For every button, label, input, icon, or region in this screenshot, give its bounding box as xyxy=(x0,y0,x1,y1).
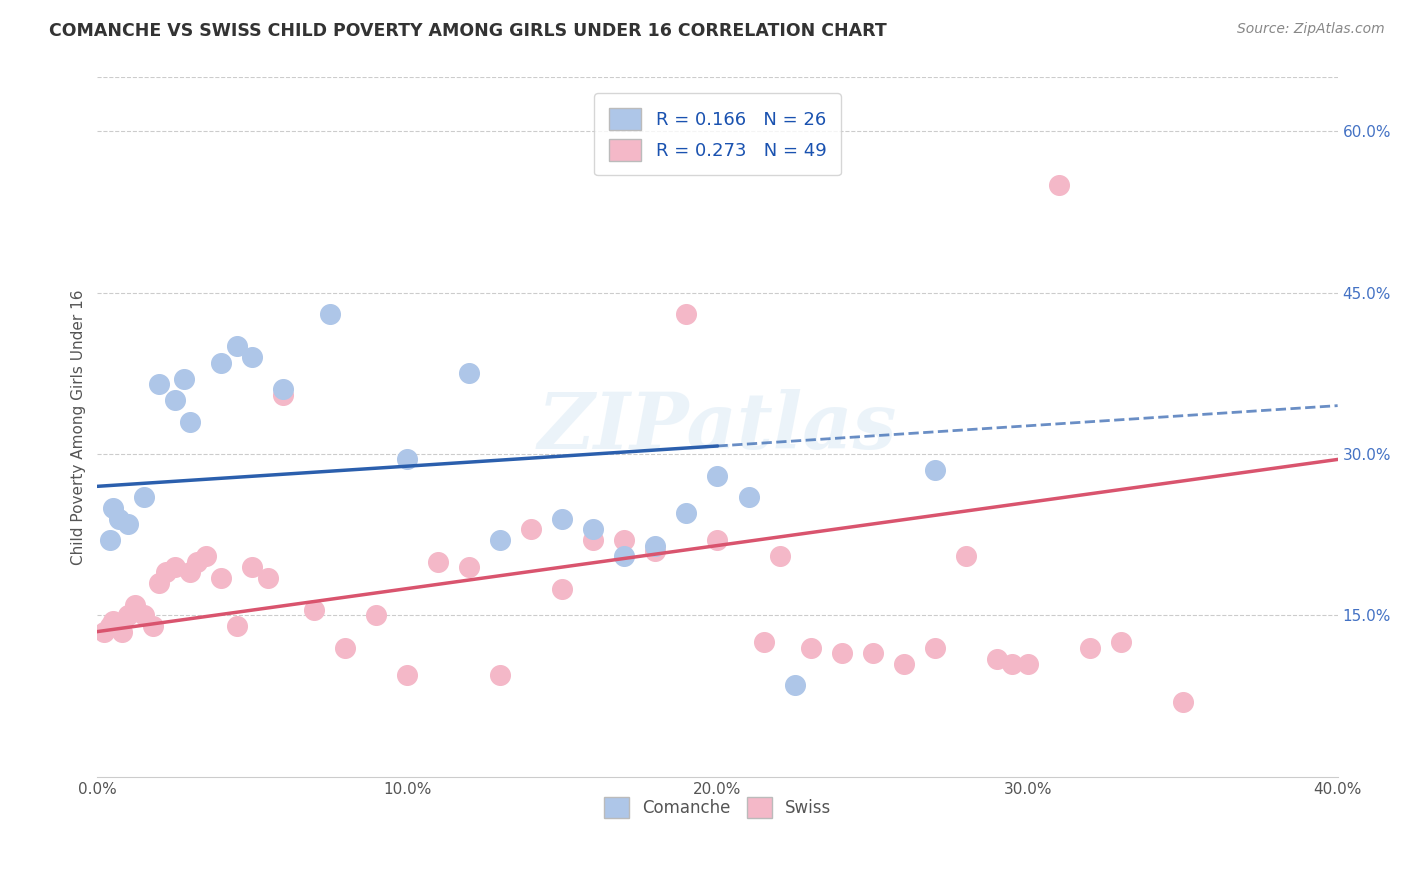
Point xyxy=(986,651,1008,665)
Point xyxy=(644,544,666,558)
Point xyxy=(582,522,605,536)
Point xyxy=(242,560,264,574)
Point xyxy=(225,339,247,353)
Point xyxy=(98,533,121,548)
Point xyxy=(644,539,666,553)
Point xyxy=(1171,694,1194,708)
Point xyxy=(737,490,759,504)
Point xyxy=(142,619,165,633)
Point xyxy=(831,646,853,660)
Point xyxy=(1017,657,1039,671)
Point xyxy=(104,619,127,633)
Point xyxy=(675,506,697,520)
Point xyxy=(396,667,419,681)
Point xyxy=(366,608,388,623)
Point xyxy=(111,624,134,639)
Point xyxy=(551,582,574,596)
Point xyxy=(93,624,115,639)
Point xyxy=(163,393,186,408)
Point xyxy=(489,533,512,548)
Point xyxy=(319,307,342,321)
Point xyxy=(148,377,170,392)
Point xyxy=(148,576,170,591)
Point xyxy=(783,678,806,692)
Point xyxy=(458,560,481,574)
Point xyxy=(752,635,775,649)
Point xyxy=(427,555,450,569)
Point xyxy=(124,598,146,612)
Point xyxy=(304,603,326,617)
Point xyxy=(613,533,636,548)
Point xyxy=(706,468,728,483)
Point xyxy=(209,571,232,585)
Point xyxy=(706,533,728,548)
Point xyxy=(520,522,543,536)
Point xyxy=(955,549,977,564)
Point xyxy=(799,640,821,655)
Point xyxy=(132,608,155,623)
Point xyxy=(551,511,574,525)
Point xyxy=(675,307,697,321)
Point xyxy=(108,511,131,525)
Point xyxy=(179,566,201,580)
Point xyxy=(186,555,208,569)
Legend: Comanche, Swiss: Comanche, Swiss xyxy=(598,791,838,824)
Point xyxy=(98,619,121,633)
Point xyxy=(179,415,201,429)
Point xyxy=(893,657,915,671)
Point xyxy=(489,667,512,681)
Point xyxy=(257,571,280,585)
Point xyxy=(768,549,790,564)
Point xyxy=(225,619,247,633)
Point xyxy=(396,452,419,467)
Point xyxy=(582,533,605,548)
Point xyxy=(335,640,357,655)
Point xyxy=(273,388,295,402)
Point xyxy=(1078,640,1101,655)
Text: COMANCHE VS SWISS CHILD POVERTY AMONG GIRLS UNDER 16 CORRELATION CHART: COMANCHE VS SWISS CHILD POVERTY AMONG GI… xyxy=(49,22,887,40)
Point xyxy=(155,566,177,580)
Point xyxy=(1047,178,1070,192)
Point xyxy=(458,367,481,381)
Point xyxy=(613,549,636,564)
Point xyxy=(862,646,884,660)
Point xyxy=(117,608,139,623)
Text: Source: ZipAtlas.com: Source: ZipAtlas.com xyxy=(1237,22,1385,37)
Point xyxy=(163,560,186,574)
Point xyxy=(1109,635,1132,649)
Y-axis label: Child Poverty Among Girls Under 16: Child Poverty Among Girls Under 16 xyxy=(72,289,86,565)
Point xyxy=(173,372,195,386)
Text: ZIPatlas: ZIPatlas xyxy=(538,389,897,466)
Point xyxy=(209,355,232,369)
Point xyxy=(924,640,946,655)
Point xyxy=(101,614,124,628)
Point xyxy=(101,500,124,515)
Point xyxy=(117,516,139,531)
Point xyxy=(132,490,155,504)
Point xyxy=(924,463,946,477)
Point xyxy=(273,383,295,397)
Point xyxy=(242,350,264,364)
Point xyxy=(1001,657,1024,671)
Point xyxy=(194,549,217,564)
